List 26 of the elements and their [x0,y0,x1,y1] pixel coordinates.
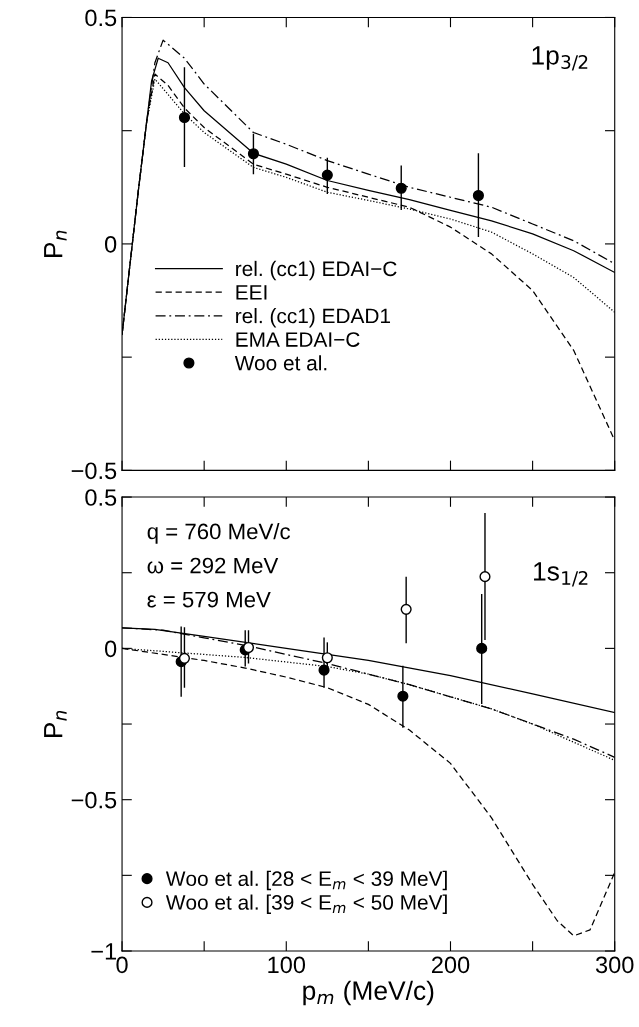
annotation: 1p$_{3/2}$ [532,46,588,71]
y-tick-label: 0 [104,640,117,658]
annotation: 1s$_{1/2}$ [534,562,588,587]
x-tick-label: 0 [116,956,128,974]
x-tick-label: 200 [431,956,470,974]
y-tick-label: 0 [104,235,117,253]
y-tick-label: 0.5 [85,9,117,27]
legend-label: EMA EDAI−C [236,332,360,347]
annotation: ε = 579 MeV [147,591,271,608]
legend-label: Woo et al. [28 < E$_{m}$ < 39 MeV] [165,870,447,891]
y-tick-label: −0.5 [71,791,117,809]
y-axis-title: P$_{n}$ [44,710,67,738]
y-tick-label: −0.5 [71,462,117,480]
y-axis-title: P$_{n}$ [44,230,67,257]
annotation: q = 760 MeV/c [147,523,291,544]
y-tick-label: −1 [91,943,117,960]
legend-label: Woo et al. [234,355,327,371]
y-tick-label: 0.5 [85,489,117,506]
legend-label: Woo et al. [39 < E$_{m}$ < 50 MeV] [165,894,447,914]
x-tick-label: 100 [268,956,306,974]
x-axis-title: p$_{m}$ (MeV/c) [303,980,434,1006]
legend-label: rel. (cc1) EDAD1 [236,308,391,328]
x-tick-label: 300 [595,956,634,974]
legend-label: rel. (cc1) EDAI−C [236,260,397,281]
legend-label: EEI [236,285,267,300]
annotation: ω = 292 MeV [147,557,279,574]
